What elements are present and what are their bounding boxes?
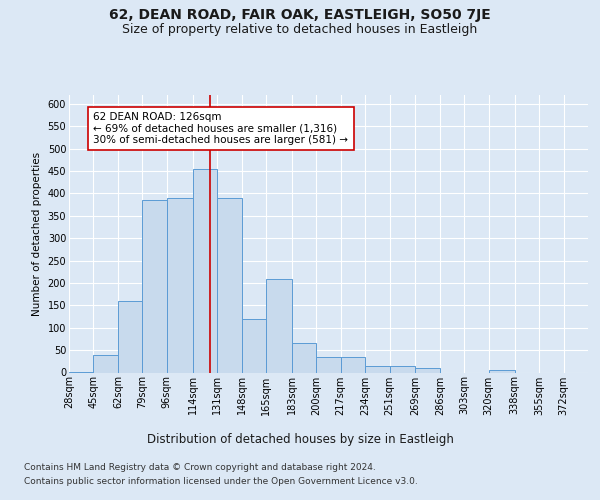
Bar xyxy=(167,198,193,372)
Bar xyxy=(415,368,440,372)
Text: 62 DEAN ROAD: 126sqm
← 69% of detached houses are smaller (1,316)
30% of semi-de: 62 DEAN ROAD: 126sqm ← 69% of detached h… xyxy=(94,112,349,145)
Y-axis label: Number of detached properties: Number of detached properties xyxy=(32,152,42,316)
Text: Size of property relative to detached houses in Eastleigh: Size of property relative to detached ho… xyxy=(122,22,478,36)
Bar xyxy=(142,200,167,372)
Bar xyxy=(365,366,389,372)
Bar xyxy=(193,169,217,372)
Bar xyxy=(217,198,242,372)
Text: Distribution of detached houses by size in Eastleigh: Distribution of detached houses by size … xyxy=(146,432,454,446)
Text: 62, DEAN ROAD, FAIR OAK, EASTLEIGH, SO50 7JE: 62, DEAN ROAD, FAIR OAK, EASTLEIGH, SO50… xyxy=(109,8,491,22)
Text: Contains public sector information licensed under the Open Government Licence v3: Contains public sector information licen… xyxy=(24,478,418,486)
Bar xyxy=(118,301,142,372)
Bar xyxy=(266,278,292,372)
Bar xyxy=(292,344,316,372)
Text: Contains HM Land Registry data © Crown copyright and database right 2024.: Contains HM Land Registry data © Crown c… xyxy=(24,462,376,471)
Bar xyxy=(94,354,118,372)
Bar xyxy=(341,357,365,372)
Bar xyxy=(242,319,266,372)
Bar xyxy=(489,370,515,372)
Bar xyxy=(316,357,341,372)
Bar xyxy=(389,366,415,372)
